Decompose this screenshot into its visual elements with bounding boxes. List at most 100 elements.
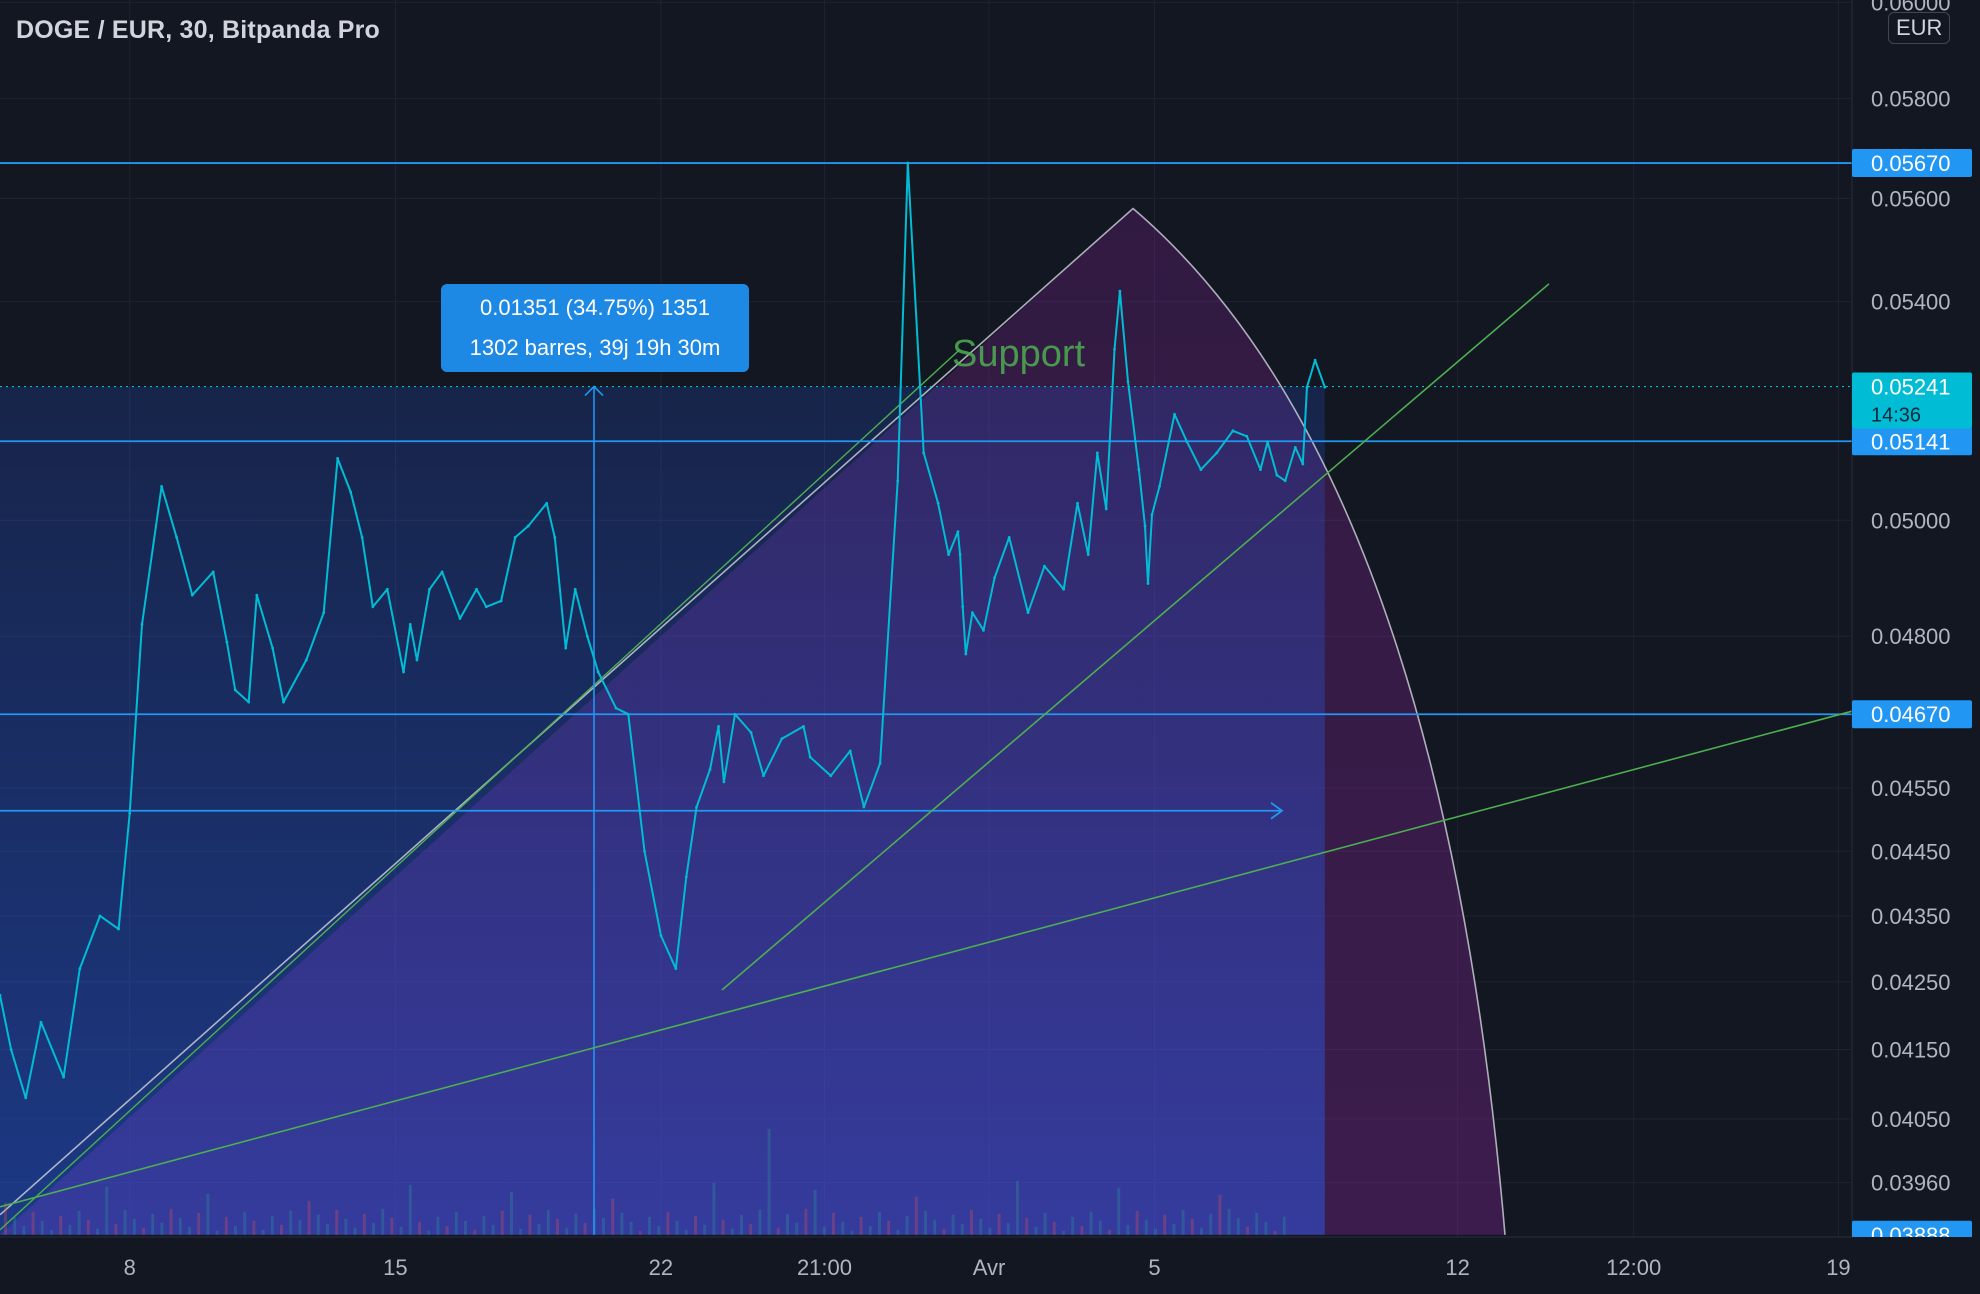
price-point xyxy=(160,484,163,488)
price-point xyxy=(24,1096,28,1100)
volume-bar xyxy=(795,1222,799,1235)
price-point xyxy=(829,774,833,778)
price-point xyxy=(564,646,568,650)
price-point xyxy=(936,501,940,505)
volume-bar xyxy=(178,1217,182,1235)
price-point xyxy=(271,646,275,650)
price-point xyxy=(862,805,866,809)
volume-bar xyxy=(408,1184,412,1235)
volume-bar xyxy=(160,1222,164,1235)
volume-bar xyxy=(4,1202,7,1235)
volume-bar xyxy=(1043,1212,1047,1235)
volume-bar xyxy=(556,1218,559,1235)
price-level-badge[interactable]: 0.05141 xyxy=(1871,429,1951,454)
trend-line-support[interactable] xyxy=(721,283,1550,991)
symbol-title[interactable]: DOGE / EUR, 30, Bitpanda Pro xyxy=(16,16,380,44)
price-point xyxy=(349,490,353,494)
volume-bar xyxy=(261,1229,265,1235)
price-point xyxy=(708,768,712,771)
price-point xyxy=(282,700,285,704)
price-point xyxy=(415,658,419,662)
price-point xyxy=(458,617,462,620)
price-point xyxy=(1293,445,1297,449)
volume-bar xyxy=(611,1198,615,1235)
price-point xyxy=(62,1075,65,1079)
price-level-badge[interactable]: 0.05670 xyxy=(1871,151,1951,176)
volume-bar xyxy=(896,1229,900,1235)
volume-bar xyxy=(758,1209,762,1235)
volume-bar xyxy=(1098,1220,1102,1235)
volume-bar xyxy=(132,1218,136,1235)
volume-bar xyxy=(1108,1229,1111,1235)
price-point xyxy=(233,688,237,692)
measure-duration-text: 1302 barres, 39j 19h 30m xyxy=(469,335,721,360)
time-tick-label: 8 xyxy=(124,1255,136,1280)
support-annotation[interactable]: Support xyxy=(952,333,1086,375)
volume-bar xyxy=(878,1211,881,1235)
volume-bar xyxy=(979,1218,983,1235)
time-tick-label: 12:00 xyxy=(1606,1255,1661,1280)
volume-bar xyxy=(519,1228,523,1235)
trend-line-long[interactable] xyxy=(0,710,1853,1208)
volume-bar xyxy=(620,1212,624,1235)
volume-bar xyxy=(740,1214,743,1235)
volume-bar xyxy=(786,1213,789,1235)
price-point xyxy=(1266,440,1269,444)
price-point xyxy=(1158,484,1161,488)
current-price-badge[interactable]: 0.05241 xyxy=(1871,375,1951,400)
volume-bar xyxy=(151,1213,155,1235)
volume-bar xyxy=(464,1220,467,1235)
volume-bar xyxy=(86,1219,90,1235)
volume-bar xyxy=(353,1227,357,1235)
volume-bar xyxy=(813,1189,817,1235)
price-point xyxy=(1245,434,1249,438)
volume-bar xyxy=(703,1224,707,1235)
volume-bar xyxy=(822,1226,826,1235)
fib-arc-outline[interactable] xyxy=(0,207,1506,1235)
price-point xyxy=(117,927,121,931)
volume-bar xyxy=(1062,1230,1065,1235)
measure-change-text: 0.01351 (34.75%) 1351 xyxy=(480,295,710,320)
price-point xyxy=(947,553,951,556)
price-point xyxy=(643,849,646,853)
price-point xyxy=(1259,468,1262,471)
volume-bar xyxy=(868,1225,872,1235)
level-arrow-icon xyxy=(1270,802,1284,820)
volume-bar xyxy=(1246,1226,1249,1235)
volume-bar xyxy=(270,1215,274,1235)
volume-bar xyxy=(1209,1213,1213,1235)
volume-bar xyxy=(657,1225,661,1235)
price-tick-label: 0.04350 xyxy=(1871,904,1951,929)
price-tick-label: 0.03960 xyxy=(1871,1171,1951,1196)
volume-bar xyxy=(629,1221,633,1235)
volume-bar xyxy=(1071,1216,1075,1235)
price-point xyxy=(484,605,488,609)
price-point xyxy=(98,914,102,918)
fan-line[interactable] xyxy=(0,348,961,1231)
volume-bar xyxy=(850,1230,854,1235)
volume-bar xyxy=(675,1220,679,1235)
volume-bar xyxy=(454,1211,458,1235)
price-point xyxy=(1062,587,1066,591)
volume-bar xyxy=(418,1221,421,1235)
price-level-badge-bg xyxy=(1852,700,1972,729)
volume-bar xyxy=(50,1229,53,1235)
price-tick-label: 0.05400 xyxy=(1871,290,1951,315)
price-point xyxy=(1118,289,1122,293)
price-point xyxy=(749,731,753,734)
price-tick-label: 0.05800 xyxy=(1871,87,1951,112)
price-point xyxy=(1275,473,1279,477)
volume-bar xyxy=(832,1212,835,1235)
currency-badge[interactable]: EUR xyxy=(1888,12,1951,44)
price-tick-label: 0.05000 xyxy=(1871,508,1951,533)
price-point xyxy=(211,570,215,574)
volume-bar xyxy=(924,1210,927,1235)
volume-bar xyxy=(289,1210,293,1235)
price-level-badge[interactable]: 0.04670 xyxy=(1871,702,1951,727)
price-point xyxy=(1146,582,1150,585)
price-point xyxy=(956,530,960,534)
volume-bar xyxy=(1181,1209,1185,1235)
volume-bar xyxy=(721,1219,725,1235)
